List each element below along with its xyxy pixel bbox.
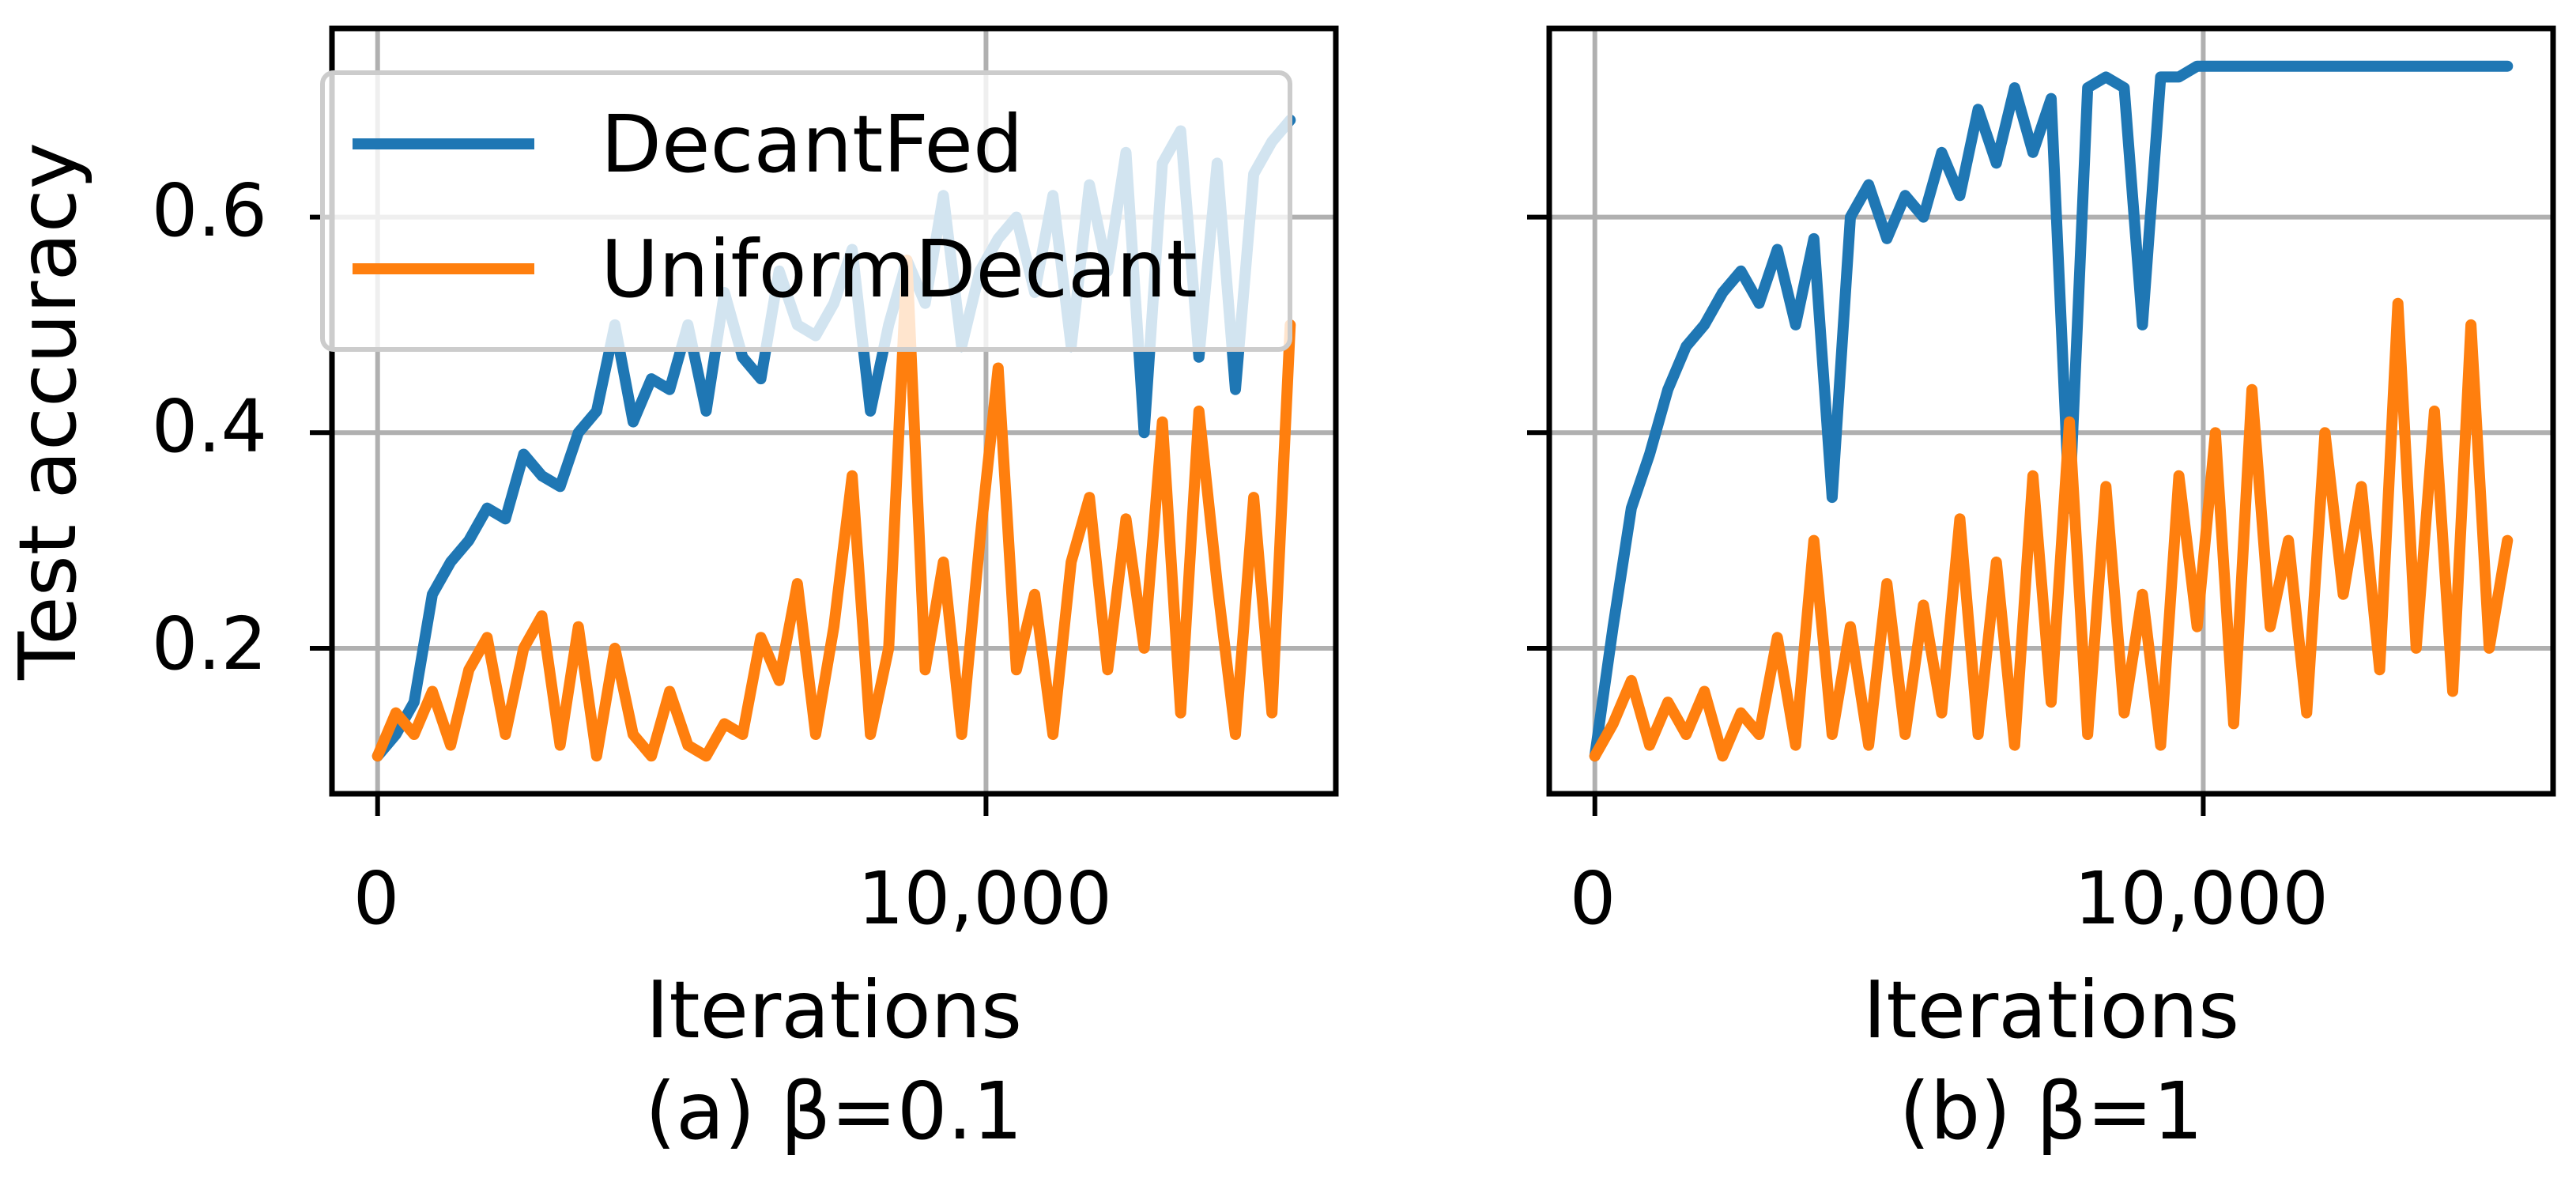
legend: DecantFed UniformDecant bbox=[320, 70, 1292, 352]
y-tick-label-a-0.6: 0.6 bbox=[152, 168, 267, 253]
x-tick-label-b-10000: 10,000 bbox=[2074, 856, 2329, 941]
plot-area-b bbox=[1527, 25, 2556, 816]
axes-frame-b bbox=[1546, 25, 2556, 797]
caption-b: (b) β=1 bbox=[1899, 1065, 2204, 1157]
series-line-uniformdecant-b bbox=[1589, 297, 2514, 762]
y-axis-label: Test accuracy bbox=[2, 142, 94, 681]
y-tick-label-a-0.2: 0.2 bbox=[152, 602, 267, 686]
panel-b: 0 10,000 Iterations (b) β=1 bbox=[1527, 25, 2556, 1157]
x-tick-label-a-10000: 10,000 bbox=[858, 856, 1112, 941]
series-line-uniformdecant-a bbox=[372, 255, 1296, 762]
legend-label-decantfed: DecantFed bbox=[601, 98, 1023, 191]
x-tick-label-a-0: 0 bbox=[353, 856, 400, 941]
x-tick-label-b-0: 0 bbox=[1570, 856, 1616, 941]
panel-a: 0 10,000 0.2 0.4 0.6 Iterations (a) β=0.… bbox=[152, 25, 1339, 1157]
series-line-decantfed-b bbox=[1589, 60, 2514, 762]
caption-a: (a) β=0.1 bbox=[645, 1065, 1023, 1157]
x-axis-label-b: Iterations bbox=[1863, 964, 2239, 1056]
y-tick-label-a-0.4: 0.4 bbox=[152, 384, 267, 469]
legend-box bbox=[320, 70, 1292, 352]
x-axis-label-a: Iterations bbox=[646, 964, 1022, 1056]
axes-frame-a bbox=[329, 25, 1339, 797]
legend-label-uniformdecant: UniformDecant bbox=[601, 223, 1197, 315]
